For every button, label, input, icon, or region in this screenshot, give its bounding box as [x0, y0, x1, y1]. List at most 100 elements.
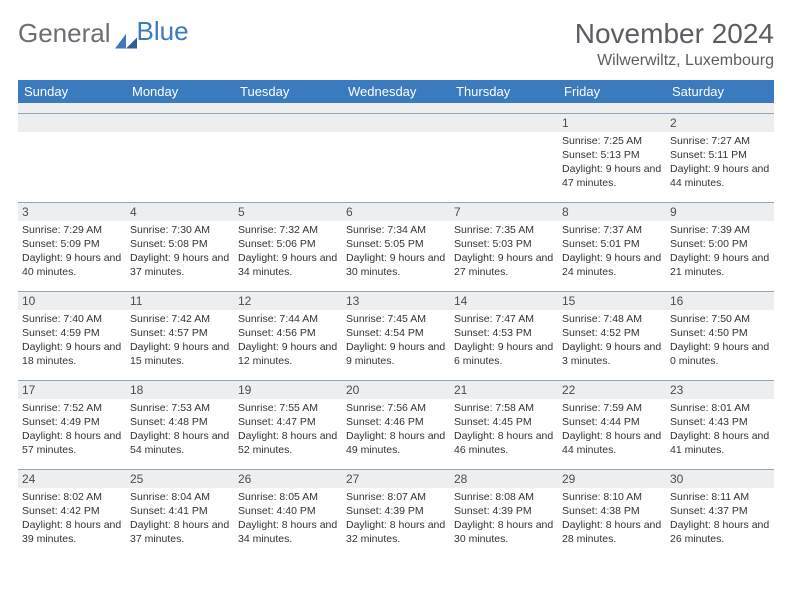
day-number: 10 [18, 292, 126, 310]
week-row: 1Sunrise: 7:25 AMSunset: 5:13 PMDaylight… [18, 113, 774, 202]
day-number: 20 [342, 381, 450, 399]
day-sunrise: Sunrise: 7:50 AM [670, 312, 770, 326]
day-sunset: Sunset: 4:59 PM [22, 326, 122, 340]
day-number: 24 [18, 470, 126, 488]
day-sunrise: Sunrise: 8:05 AM [238, 490, 338, 504]
day-sunset: Sunset: 4:43 PM [670, 415, 770, 429]
brand-logo: General Blue [18, 18, 189, 49]
day-number: 3 [18, 203, 126, 221]
day-cell: 22Sunrise: 7:59 AMSunset: 4:44 PMDayligh… [558, 380, 666, 469]
day-sunset: Sunset: 4:42 PM [22, 504, 122, 518]
day-cell: 10 Sunrise: 7:40 AMSunset: 4:59 PMDayligh… [18, 291, 126, 380]
day-header-row: Sunday Monday Tuesday Wednesday Thursday… [18, 80, 774, 103]
day-sunrise: Sunrise: 7:37 AM [562, 223, 662, 237]
day-details: Sunrise: 7:34 AMSunset: 5:05 PMDaylight:… [346, 223, 446, 280]
day-daylight: Daylight: 9 hours and 27 minutes. [454, 251, 554, 279]
day-number: 21 [450, 381, 558, 399]
day-cell: 21 Sunrise: 7:58 AMSunset: 4:45 PMDayligh… [450, 380, 558, 469]
day-number: 16 [666, 292, 774, 310]
day-daylight: Daylight: 9 hours and 9 minutes. [346, 340, 446, 368]
day-details: Sunrise: 7:55 AMSunset: 4:47 PMDaylight:… [238, 401, 338, 458]
day-daylight: Daylight: 9 hours and 18 minutes. [22, 340, 122, 368]
day-sunset: Sunset: 4:54 PM [346, 326, 446, 340]
day-number: 15 [558, 292, 666, 310]
day-details: Sunrise: 8:01 AMSunset: 4:43 PMDaylight:… [670, 401, 770, 458]
day-sunset: Sunset: 4:47 PM [238, 415, 338, 429]
day-number: 4 [126, 203, 234, 221]
day-sunset: Sunset: 5:13 PM [562, 148, 662, 162]
week-row: 24Sunrise: 8:02 AMSunset: 4:42 PMDayligh… [18, 469, 774, 558]
day-daylight: Daylight: 9 hours and 6 minutes. [454, 340, 554, 368]
day-details: Sunrise: 7:58 AMSunset: 4:45 PMDaylight:… [454, 401, 554, 458]
day-cell: 14Sunrise: 7:47 AMSunset: 4:53 PMDayligh… [450, 291, 558, 380]
day-sunset: Sunset: 4:53 PM [454, 326, 554, 340]
day-sunrise: Sunrise: 7:45 AM [346, 312, 446, 326]
day-sunrise: Sunrise: 7:44 AM [238, 312, 338, 326]
day-daylight: Daylight: 8 hours and 34 minutes. [238, 518, 338, 546]
location-label: Wilwerwiltz, Luxembourg [575, 52, 774, 70]
day-sunrise: Sunrise: 7:25 AM [562, 134, 662, 148]
day-sunrise: Sunrise: 7:29 AM [22, 223, 122, 237]
day-sunrise: Sunrise: 7:40 AM [22, 312, 122, 326]
day-number: 9 [666, 203, 774, 221]
day-cell: 12 Sunrise: 7:44 AMSunset: 4:56 PMDayligh… [234, 291, 342, 380]
day-details: Sunrise: 7:56 AMSunset: 4:46 PMDaylight:… [346, 401, 446, 458]
day-details: Sunrise: 7:37 AMSunset: 5:01 PMDaylight:… [562, 223, 662, 280]
day-sunrise: Sunrise: 7:47 AM [454, 312, 554, 326]
day-cell: 26Sunrise: 8:05 AMSunset: 4:40 PMDayligh… [234, 469, 342, 558]
day-number [126, 114, 234, 132]
week-row: 3Sunrise: 7:29 AMSunset: 5:09 PMDaylight… [18, 202, 774, 291]
day-number: 12 [234, 292, 342, 310]
page-header: General Blue November 2024 Wilwerwiltz, … [18, 18, 774, 70]
day-details: Sunrise: 7:42 AMSunset: 4:57 PMDaylight:… [130, 312, 230, 369]
dayhead-sat: Saturday [666, 80, 774, 103]
day-daylight: Daylight: 8 hours and 54 minutes. [130, 429, 230, 457]
day-cell: 27Sunrise: 8:07 AMSunset: 4:39 PMDayligh… [342, 469, 450, 558]
day-daylight: Daylight: 9 hours and 47 minutes. [562, 162, 662, 190]
day-details: Sunrise: 7:48 AMSunset: 4:52 PMDaylight:… [562, 312, 662, 369]
day-sunrise: Sunrise: 8:11 AM [670, 490, 770, 504]
day-details: Sunrise: 7:52 AMSunset: 4:49 PMDaylight:… [22, 401, 122, 458]
day-details: Sunrise: 7:27 AMSunset: 5:11 PMDaylight:… [670, 134, 770, 191]
day-number: 2 [666, 114, 774, 132]
dayhead-thu: Thursday [450, 80, 558, 103]
day-cell: 28Sunrise: 8:08 AMSunset: 4:39 PMDayligh… [450, 469, 558, 558]
day-sunset: Sunset: 5:05 PM [346, 237, 446, 251]
day-cell: 7Sunrise: 7:35 AMSunset: 5:03 PMDaylight… [450, 202, 558, 291]
day-number: 26 [234, 470, 342, 488]
day-sunset: Sunset: 4:49 PM [22, 415, 122, 429]
day-sunrise: Sunrise: 7:27 AM [670, 134, 770, 148]
day-sunset: Sunset: 4:45 PM [454, 415, 554, 429]
day-details: Sunrise: 7:25 AMSunset: 5:13 PMDaylight:… [562, 134, 662, 191]
day-sunrise: Sunrise: 7:34 AM [346, 223, 446, 237]
day-details: Sunrise: 8:11 AMSunset: 4:37 PMDaylight:… [670, 490, 770, 547]
day-daylight: Daylight: 9 hours and 12 minutes. [238, 340, 338, 368]
day-daylight: Daylight: 8 hours and 28 minutes. [562, 518, 662, 546]
day-sunset: Sunset: 5:08 PM [130, 237, 230, 251]
day-details: Sunrise: 7:40 AMSunset: 4:59 PMDaylight:… [22, 312, 122, 369]
day-details: Sunrise: 8:04 AMSunset: 4:41 PMDaylight:… [130, 490, 230, 547]
day-details: Sunrise: 7:39 AMSunset: 5:00 PMDaylight:… [670, 223, 770, 280]
day-daylight: Daylight: 9 hours and 15 minutes. [130, 340, 230, 368]
day-daylight: Daylight: 8 hours and 37 minutes. [130, 518, 230, 546]
day-sunset: Sunset: 4:39 PM [454, 504, 554, 518]
day-daylight: Daylight: 8 hours and 39 minutes. [22, 518, 122, 546]
day-cell: 2 Sunrise: 7:27 AMSunset: 5:11 PMDaylight… [666, 113, 774, 202]
day-cell: 29Sunrise: 8:10 AMSunset: 4:38 PMDayligh… [558, 469, 666, 558]
day-daylight: Daylight: 8 hours and 32 minutes. [346, 518, 446, 546]
day-cell: 11Sunrise: 7:42 AMSunset: 4:57 PMDayligh… [126, 291, 234, 380]
day-sunset: Sunset: 5:00 PM [670, 237, 770, 251]
day-details: Sunrise: 7:44 AMSunset: 4:56 PMDaylight:… [238, 312, 338, 369]
dayhead-tue: Tuesday [234, 80, 342, 103]
day-sunrise: Sunrise: 8:07 AM [346, 490, 446, 504]
day-sunrise: Sunrise: 8:01 AM [670, 401, 770, 415]
day-sunrise: Sunrise: 7:30 AM [130, 223, 230, 237]
day-sunrise: Sunrise: 8:10 AM [562, 490, 662, 504]
day-sunset: Sunset: 4:38 PM [562, 504, 662, 518]
day-sunset: Sunset: 5:06 PM [238, 237, 338, 251]
day-sunrise: Sunrise: 7:55 AM [238, 401, 338, 415]
day-cell: 3Sunrise: 7:29 AMSunset: 5:09 PMDaylight… [18, 202, 126, 291]
day-number: 5 [234, 203, 342, 221]
day-details: Sunrise: 7:35 AMSunset: 5:03 PMDaylight:… [454, 223, 554, 280]
day-cell: 8Sunrise: 7:37 AMSunset: 5:01 PMDaylight… [558, 202, 666, 291]
